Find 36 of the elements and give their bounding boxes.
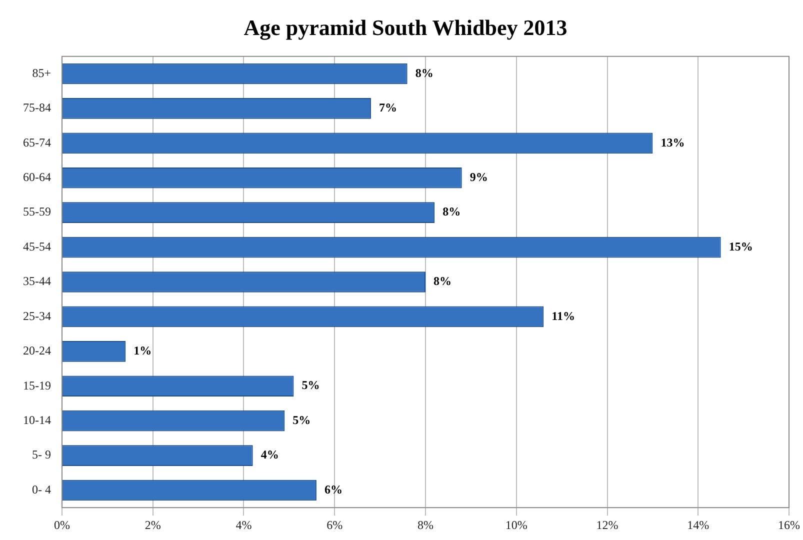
x-tick-label: 14% — [687, 518, 710, 532]
x-tick-label: 2% — [144, 518, 161, 532]
y-tick-label: 75-84 — [22, 100, 51, 115]
y-tick-label: 55-59 — [22, 204, 51, 219]
data-label: 8% — [434, 274, 452, 288]
x-tick-label: 6% — [326, 518, 343, 532]
data-label: 5% — [292, 412, 311, 427]
y-tick-label: 35-44 — [22, 274, 51, 288]
data-label: 13% — [660, 135, 685, 150]
y-tick-label: 25-34 — [22, 308, 51, 323]
data-label: 8% — [415, 66, 434, 80]
y-tick-label: 45-54 — [22, 239, 51, 254]
data-label: 15% — [728, 239, 753, 254]
y-tick-label: 60-64 — [22, 170, 51, 184]
y-tick-label: 65-74 — [22, 135, 51, 150]
y-tick-label: 10-14 — [22, 412, 51, 427]
y-tick-label: 0- 4 — [32, 482, 51, 496]
data-label: 8% — [442, 204, 461, 219]
x-tick-label: 16% — [778, 518, 800, 532]
x-tick-label: 8% — [418, 518, 434, 532]
data-label: 7% — [378, 100, 397, 115]
data-label: 9% — [470, 170, 488, 184]
x-tick-label: 4% — [236, 518, 252, 532]
x-tick-label: 0% — [54, 518, 70, 532]
data-label: 11% — [552, 308, 575, 323]
y-tick-label: 85+ — [32, 66, 52, 80]
y-tick-label: 5- 9 — [32, 448, 51, 462]
data-label: 5% — [302, 378, 320, 392]
x-tick-label: 10% — [505, 518, 528, 532]
data-label: 1% — [134, 344, 152, 358]
data-label: 4% — [260, 448, 279, 462]
y-tick-label: 20-24 — [22, 344, 51, 358]
x-tick-label: 12% — [596, 518, 618, 532]
data-label: 6% — [324, 482, 342, 496]
y-tick-label: 15-19 — [22, 378, 51, 392]
chart-title: Age pyramid South Whidbey 2013 — [244, 14, 568, 40]
